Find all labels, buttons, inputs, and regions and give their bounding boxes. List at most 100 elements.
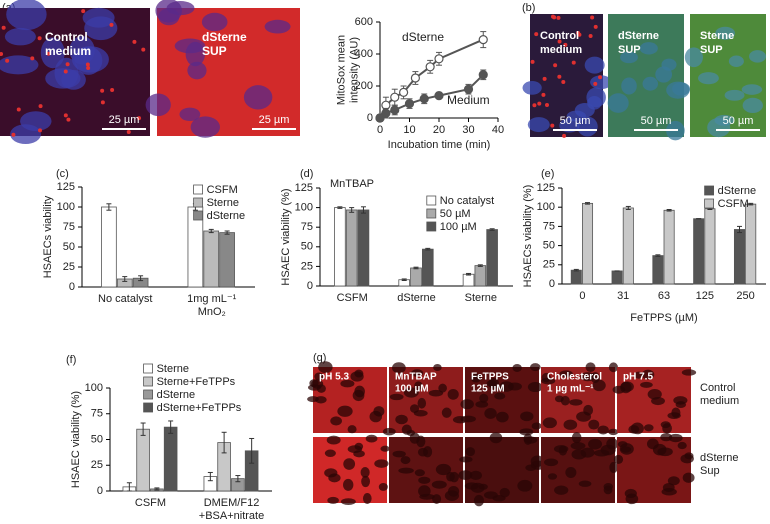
micrograph (460, 363, 543, 436)
legend-swatch (193, 197, 204, 208)
cell (559, 118, 580, 133)
cell (243, 85, 273, 110)
cell (343, 458, 356, 470)
x-tick-label: 30 (462, 124, 474, 136)
error-bar (401, 278, 407, 282)
stain-dot (85, 62, 90, 67)
y-tick-label: 200 (355, 80, 373, 92)
x-tick-label: No catalyst (98, 293, 152, 305)
x-tick-label: 0 (579, 290, 585, 302)
stain-dot (137, 116, 142, 121)
cell (264, 19, 291, 34)
cell (347, 425, 357, 434)
cell (382, 427, 396, 436)
stain-dot (534, 32, 539, 37)
cell (667, 476, 680, 486)
cell (531, 422, 542, 430)
image-label: medium (540, 44, 582, 56)
cell (724, 89, 745, 101)
y-axis-label: HSAECs viability (42, 195, 54, 278)
image-label: medium (45, 44, 91, 58)
cell (378, 482, 388, 491)
cell (662, 482, 675, 493)
cell (489, 432, 503, 444)
data-point (419, 94, 429, 104)
cell (634, 371, 644, 379)
data-point (434, 54, 444, 64)
cell (553, 445, 569, 453)
cell (352, 389, 365, 402)
row-label: dSterne (700, 452, 739, 464)
error-bar (249, 437, 255, 464)
stain-dot (541, 92, 546, 97)
bar (570, 269, 582, 285)
cell (673, 396, 688, 405)
cell (486, 380, 497, 388)
legend-label: dSterne+FeTPPs (157, 402, 242, 414)
error-bar (466, 272, 472, 276)
y-tick-label: 50 (543, 240, 555, 252)
cell (435, 463, 452, 476)
y-tick-label: 125 (537, 182, 555, 194)
cell (158, 8, 180, 26)
cell (470, 373, 482, 383)
scale-label: 25 µm (259, 114, 290, 126)
cell (418, 476, 431, 484)
cell (84, 16, 118, 41)
panel-label: (c) (56, 168, 69, 180)
annotation: Medium (447, 93, 490, 107)
error-bar (122, 276, 128, 282)
cell (444, 490, 460, 501)
cell (316, 384, 326, 393)
cell (544, 458, 559, 467)
legend-swatch (193, 210, 204, 221)
stain-dot (561, 80, 566, 85)
y-tick-label: 50 (63, 241, 75, 253)
legend-label: CSFM (207, 184, 238, 196)
cell (327, 496, 339, 504)
legend-label: dSterne (207, 210, 246, 222)
cell (588, 438, 603, 450)
scale-label: 50 µm (560, 115, 591, 127)
cell (459, 456, 473, 463)
cell (315, 396, 327, 404)
stain-dot (63, 113, 68, 118)
cell (661, 58, 677, 71)
cell (438, 383, 447, 393)
cell (469, 470, 482, 481)
cell (554, 395, 564, 403)
cell (520, 411, 534, 422)
micrograph (541, 432, 619, 503)
stain-dot (132, 39, 137, 44)
cell (741, 84, 763, 95)
stain-dot (577, 32, 582, 37)
stain-dot (16, 107, 21, 112)
cell (620, 381, 634, 392)
panel-label: (e) (541, 168, 554, 180)
x-tick-label-line: MnO₂ (198, 306, 226, 318)
row-label: Control (700, 382, 735, 394)
stain-dot (571, 60, 576, 65)
cell (529, 363, 541, 372)
cell (431, 480, 447, 489)
stain-dot (81, 9, 86, 14)
cell (742, 97, 763, 114)
y-tick-label: 25 (91, 459, 103, 471)
image-label: Sterne (700, 30, 734, 42)
cell (350, 371, 364, 382)
y-axis-label: intensity (AU) (348, 37, 360, 103)
cell (464, 482, 479, 490)
stain-dot (1, 25, 6, 30)
data-point (478, 70, 488, 80)
error-bar (748, 202, 754, 206)
y-tick-label: 125 (295, 182, 313, 194)
stain-dot (100, 88, 105, 93)
legend-swatch (426, 221, 437, 232)
cell (571, 432, 582, 444)
cell (547, 473, 558, 480)
data-point (404, 98, 415, 109)
cell (585, 362, 596, 373)
cell (458, 470, 473, 481)
bar (163, 426, 178, 492)
cell (563, 419, 578, 430)
